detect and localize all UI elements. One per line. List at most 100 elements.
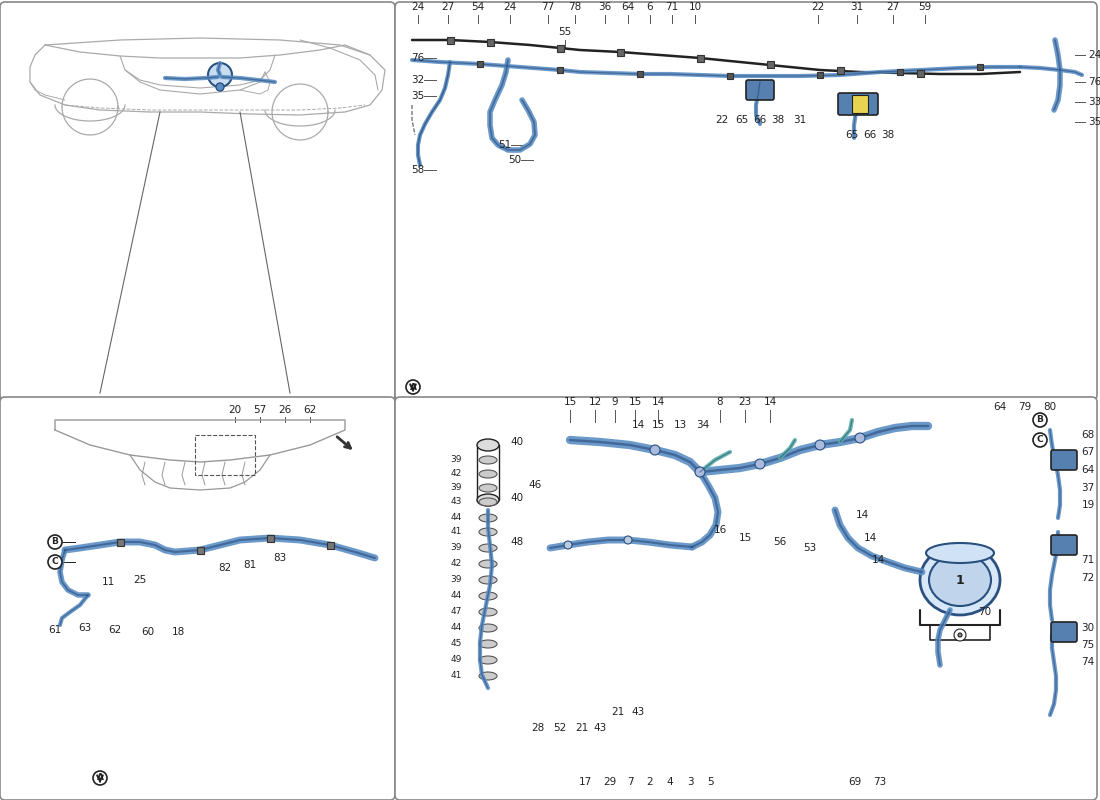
Text: 50: 50 [508, 155, 521, 165]
Ellipse shape [478, 456, 497, 464]
Text: 4: 4 [667, 777, 673, 787]
Text: 39: 39 [451, 455, 462, 465]
Ellipse shape [478, 560, 497, 568]
Circle shape [650, 445, 660, 455]
Text: 82: 82 [219, 563, 232, 573]
Text: 2: 2 [647, 777, 653, 787]
Text: 39: 39 [451, 575, 462, 585]
Bar [767, 61, 773, 67]
Text: 14: 14 [763, 397, 777, 407]
Text: since 1985: since 1985 [497, 488, 682, 572]
Text: 14: 14 [631, 420, 645, 430]
Text: 40: 40 [510, 493, 524, 503]
Text: 45: 45 [451, 639, 462, 649]
Text: 31: 31 [850, 2, 864, 12]
Text: 14: 14 [871, 555, 884, 565]
Text: 70: 70 [978, 607, 991, 617]
Text: 10: 10 [689, 2, 702, 12]
FancyBboxPatch shape [1050, 622, 1077, 642]
Text: 14: 14 [864, 533, 877, 543]
Text: 78: 78 [569, 2, 582, 12]
Circle shape [954, 629, 966, 641]
Ellipse shape [478, 514, 497, 522]
Ellipse shape [478, 576, 497, 584]
Circle shape [1033, 433, 1047, 447]
Ellipse shape [478, 528, 497, 536]
FancyBboxPatch shape [746, 80, 774, 100]
Text: 76: 76 [1088, 77, 1100, 87]
Circle shape [815, 440, 825, 450]
Text: 7: 7 [627, 777, 634, 787]
Bar [616, 49, 624, 55]
Text: 37: 37 [1081, 483, 1094, 493]
Bar [836, 66, 844, 74]
Text: 58: 58 [411, 165, 425, 175]
FancyBboxPatch shape [838, 93, 878, 115]
Text: 30: 30 [1081, 623, 1094, 633]
Text: 27: 27 [441, 2, 454, 12]
Ellipse shape [478, 608, 497, 616]
Ellipse shape [478, 592, 497, 600]
Ellipse shape [477, 439, 499, 451]
Text: 46: 46 [528, 480, 541, 490]
Text: 9: 9 [612, 397, 618, 407]
Ellipse shape [478, 640, 497, 648]
Text: 76: 76 [411, 53, 425, 63]
Text: 32: 32 [411, 75, 425, 85]
Text: 35: 35 [411, 91, 425, 101]
Bar [197, 546, 204, 554]
Text: 22: 22 [812, 2, 825, 12]
Text: 14: 14 [651, 397, 664, 407]
Bar [266, 534, 274, 542]
Bar [557, 67, 563, 73]
Text: 15: 15 [563, 397, 576, 407]
Circle shape [48, 535, 62, 549]
Text: 74: 74 [1081, 657, 1094, 667]
Text: 15: 15 [628, 397, 641, 407]
Text: 12: 12 [588, 397, 602, 407]
Text: 21: 21 [612, 707, 625, 717]
Text: 62: 62 [304, 405, 317, 415]
Text: 62: 62 [109, 625, 122, 635]
Bar [447, 37, 453, 43]
Text: a passion for parts...: a passion for parts... [343, 408, 757, 572]
Circle shape [216, 83, 224, 91]
Text: 21: 21 [575, 723, 589, 733]
Text: B: B [52, 538, 58, 546]
Text: 64: 64 [1081, 465, 1094, 475]
Text: 49: 49 [451, 655, 462, 665]
Text: 55: 55 [559, 27, 572, 37]
Text: 42: 42 [451, 559, 462, 569]
Text: 17: 17 [579, 777, 592, 787]
Text: 8: 8 [717, 397, 724, 407]
Bar [817, 72, 823, 78]
Ellipse shape [920, 545, 1000, 615]
Ellipse shape [478, 624, 497, 632]
Text: 26: 26 [278, 405, 292, 415]
Circle shape [564, 541, 572, 549]
FancyBboxPatch shape [0, 397, 395, 800]
Text: 39: 39 [451, 543, 462, 553]
Text: 44: 44 [451, 623, 462, 633]
Bar [727, 73, 733, 79]
Circle shape [48, 555, 62, 569]
Text: 51: 51 [498, 140, 512, 150]
Text: 5: 5 [706, 777, 713, 787]
Text: 39: 39 [451, 483, 462, 493]
Text: 61: 61 [48, 625, 62, 635]
Text: 16: 16 [714, 525, 727, 535]
Text: 33: 33 [1088, 97, 1100, 107]
Bar [117, 538, 123, 546]
Text: 14: 14 [856, 510, 869, 520]
Text: 75: 75 [1081, 640, 1094, 650]
Text: 42: 42 [451, 470, 462, 478]
Text: 73: 73 [873, 777, 887, 787]
Text: A: A [409, 382, 417, 391]
Text: 77: 77 [541, 2, 554, 12]
Text: 53: 53 [803, 543, 816, 553]
Text: 60: 60 [142, 627, 155, 637]
Ellipse shape [478, 484, 497, 492]
FancyBboxPatch shape [1050, 450, 1077, 470]
Text: 44: 44 [451, 514, 462, 522]
Text: 48: 48 [510, 537, 524, 547]
